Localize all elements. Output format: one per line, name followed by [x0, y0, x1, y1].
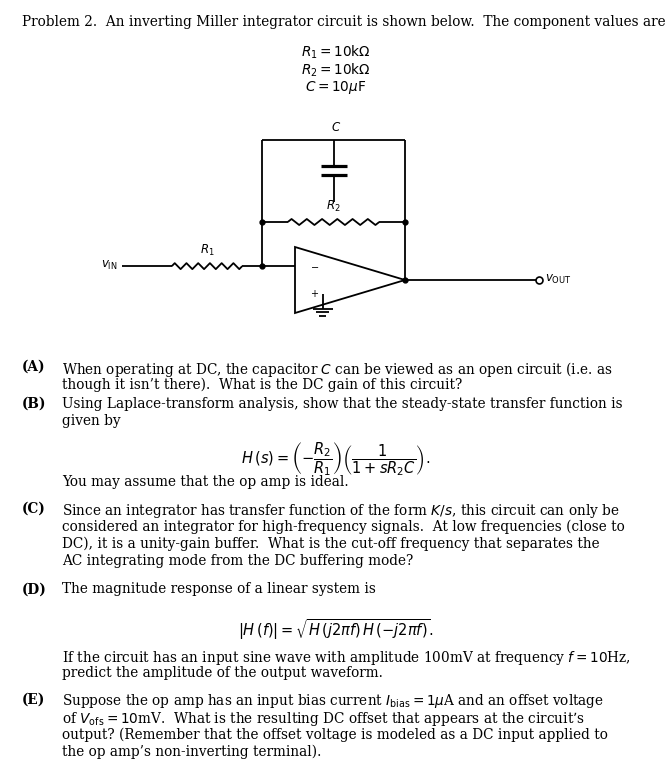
Text: When operating at DC, the capacitor $C$ can be viewed as an open circuit (i.e. a: When operating at DC, the capacitor $C$ … [62, 360, 613, 379]
Text: $v_{\mathrm{IN}}$: $v_{\mathrm{IN}}$ [101, 259, 118, 271]
Text: $|H\,(f)| = \sqrt{H\,(j2\pi f)\,H\,(-j2\pi f)}.$: $|H\,(f)| = \sqrt{H\,(j2\pi f)\,H\,(-j2\… [238, 617, 434, 642]
Text: though it isn’t there).  What is the DC gain of this circuit?: though it isn’t there). What is the DC g… [62, 378, 462, 392]
Text: (D): (D) [22, 582, 47, 596]
Text: the op amp’s non-inverting terminal).: the op amp’s non-inverting terminal). [62, 745, 321, 760]
Text: $H\,(s) = \left(-\dfrac{R_2}{R_1}\right)\left(\dfrac{1}{1+sR_2C}\right).$: $H\,(s) = \left(-\dfrac{R_2}{R_1}\right)… [241, 441, 431, 478]
Text: $R_1$: $R_1$ [200, 243, 214, 258]
Text: $R_1 = 10\mathrm{k}\Omega$: $R_1 = 10\mathrm{k}\Omega$ [301, 44, 371, 62]
Text: (A): (A) [22, 360, 46, 374]
Text: The magnitude response of a linear system is: The magnitude response of a linear syste… [62, 582, 376, 596]
Text: considered an integrator for high-frequency signals.  At low frequencies (close : considered an integrator for high-freque… [62, 519, 625, 534]
Text: (E): (E) [22, 693, 45, 707]
Text: $C = 10\mu\mathrm{F}$: $C = 10\mu\mathrm{F}$ [305, 79, 367, 96]
Text: Suppose the op amp has an input bias current $I_{\mathrm{bias}} = 1\mu$A and an : Suppose the op amp has an input bias cur… [62, 693, 604, 711]
Text: $+$: $+$ [310, 289, 319, 300]
Text: $R_2 = 10\mathrm{k}\Omega$: $R_2 = 10\mathrm{k}\Omega$ [301, 62, 371, 79]
Text: If the circuit has an input sine wave with amplitude 100mV at frequency $f = 10$: If the circuit has an input sine wave wi… [62, 649, 631, 667]
Text: You may assume that the op amp is ideal.: You may assume that the op amp is ideal. [62, 476, 349, 490]
Text: predict the amplitude of the output waveform.: predict the amplitude of the output wave… [62, 666, 383, 680]
Text: DC), it is a unity-gain buffer.  What is the cut-off frequency that separates th: DC), it is a unity-gain buffer. What is … [62, 537, 599, 551]
Text: given by: given by [62, 414, 121, 428]
Text: $R_2$: $R_2$ [326, 199, 341, 214]
Text: Using Laplace-transform analysis, show that the steady-state transfer function i: Using Laplace-transform analysis, show t… [62, 397, 623, 411]
Text: output? (Remember that the offset voltage is modeled as a DC input applied to: output? (Remember that the offset voltag… [62, 728, 608, 742]
Text: AC integrating mode from the DC buffering mode?: AC integrating mode from the DC bufferin… [62, 555, 413, 569]
Text: $-$: $-$ [310, 261, 319, 271]
Text: (C): (C) [22, 502, 46, 516]
Text: Problem 2.  An inverting Miller integrator circuit is shown below.  The componen: Problem 2. An inverting Miller integrato… [22, 15, 666, 29]
Text: Since an integrator has transfer function of the form $K/s$, this circuit can on: Since an integrator has transfer functio… [62, 502, 620, 519]
Text: $v_{\mathrm{OUT}}$: $v_{\mathrm{OUT}}$ [545, 272, 571, 285]
Text: (B): (B) [22, 397, 46, 411]
Text: $C$: $C$ [331, 121, 341, 134]
Text: of $V_{\mathrm{ofs}} = 10$mV.  What is the resulting DC offset that appears at t: of $V_{\mathrm{ofs}} = 10$mV. What is th… [62, 710, 585, 728]
